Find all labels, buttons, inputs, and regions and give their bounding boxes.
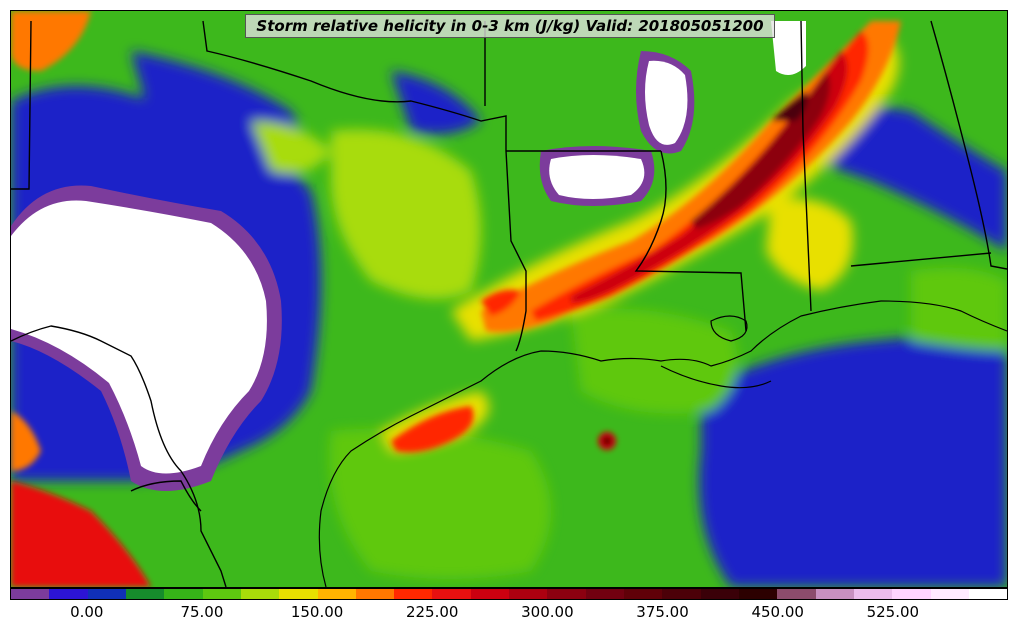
colorbar-segment [777,589,816,599]
colorbar-tick-label: 375.00 [636,603,689,621]
colorbar-segment [49,589,88,599]
colorbar-segment [394,589,433,599]
colorbar-segment [892,589,931,599]
state-boundaries [11,20,1007,587]
colorbar-segment [662,589,701,599]
colorbar-segment [432,589,471,599]
colorbar-labels: 0.00 75.00 150.00 225.00 300.00 375.00 450.00 5… [10,603,1008,625]
colorbar-segment [815,589,854,599]
colorbar-segment [930,589,969,599]
colorbar-segment [355,589,395,599]
colorbar-segment [470,589,510,599]
map-canvas [11,11,1007,587]
missing-data-regions [11,21,806,491]
colorbar-segment [87,589,126,599]
colorbar-tick-label: 150.00 [290,603,344,621]
colorbar-segment [317,589,356,599]
colorbar-tick-label: 75.00 [180,603,224,621]
colorbar-segment [240,589,280,599]
colorbar-segment [164,589,203,599]
colorbar-segment [125,589,165,599]
colorbar [10,588,1008,600]
coastline [318,300,1007,587]
helicity-map [10,10,1008,588]
colorbar-segment [547,589,586,599]
colorbar-segment [585,589,624,599]
colorbar-segment [700,589,739,599]
colorbar-segment [738,589,778,599]
colorbar-segment [202,589,241,599]
colorbar-segment [509,589,548,599]
colorbar-tick-label: 450.00 [751,603,804,621]
colorbar-tick-label: 0.00 [70,603,104,621]
colorbar-segment [279,589,318,599]
colorbar-tick-label: 300.00 [521,603,574,621]
colorbar-segment [11,589,50,599]
colorbar-segment [853,589,893,599]
map-title: Storm relative helicity in 0-3 km (J/kg)… [245,14,775,38]
colorbar-segment [968,589,1008,599]
colorbar-segment [624,589,663,599]
colorbar-tick-label: 225.00 [405,603,459,621]
colorbar-tick-label: 525.00 [866,603,920,621]
